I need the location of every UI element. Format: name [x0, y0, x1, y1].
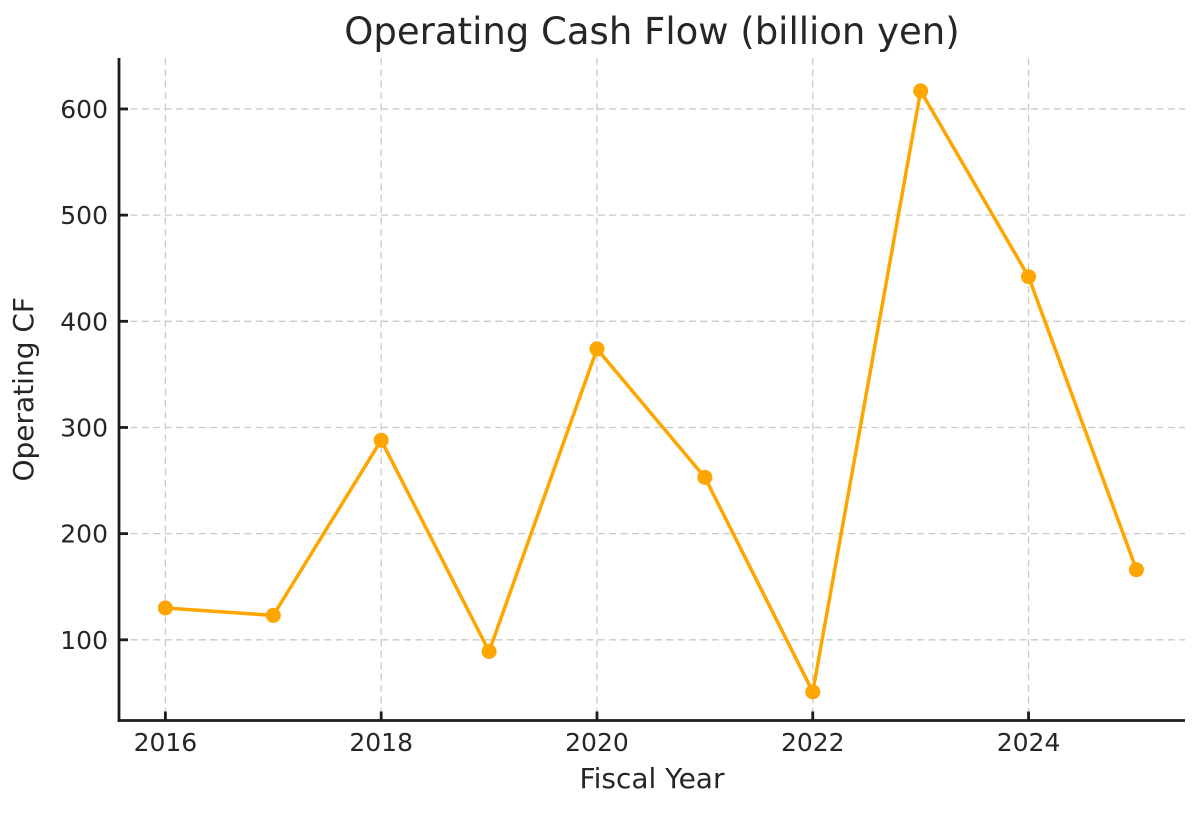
data-point-marker: [697, 469, 713, 485]
data-point-marker: [157, 600, 173, 616]
y-axis-label: Operating CF: [7, 297, 40, 482]
data-point-marker: [1021, 269, 1037, 285]
data-point-marker: [805, 684, 821, 700]
data-point-marker: [589, 341, 605, 357]
x-axis-label: Fiscal Year: [580, 762, 725, 795]
y-tick-label: 100: [60, 626, 108, 655]
x-tick-label: 2022: [781, 728, 845, 757]
x-tick-label: 2018: [349, 728, 413, 757]
y-tick-label: 400: [60, 307, 108, 336]
y-tick-label: 600: [60, 95, 108, 124]
y-tick-label: 500: [60, 201, 108, 230]
data-point-marker: [913, 83, 929, 99]
x-tick-label: 2020: [565, 728, 629, 757]
data-point-marker: [265, 607, 281, 623]
data-point-marker: [481, 643, 497, 659]
data-point-marker: [373, 432, 389, 448]
y-tick-label: 200: [60, 520, 108, 549]
x-tick-label: 2024: [997, 728, 1061, 757]
x-tick-label: 2016: [134, 728, 198, 757]
data-line: [163, 89, 1139, 694]
y-tick-label: 300: [60, 413, 108, 442]
data-point-marker: [1128, 562, 1144, 578]
chart-title: Operating Cash Flow (billion yen): [344, 10, 959, 53]
